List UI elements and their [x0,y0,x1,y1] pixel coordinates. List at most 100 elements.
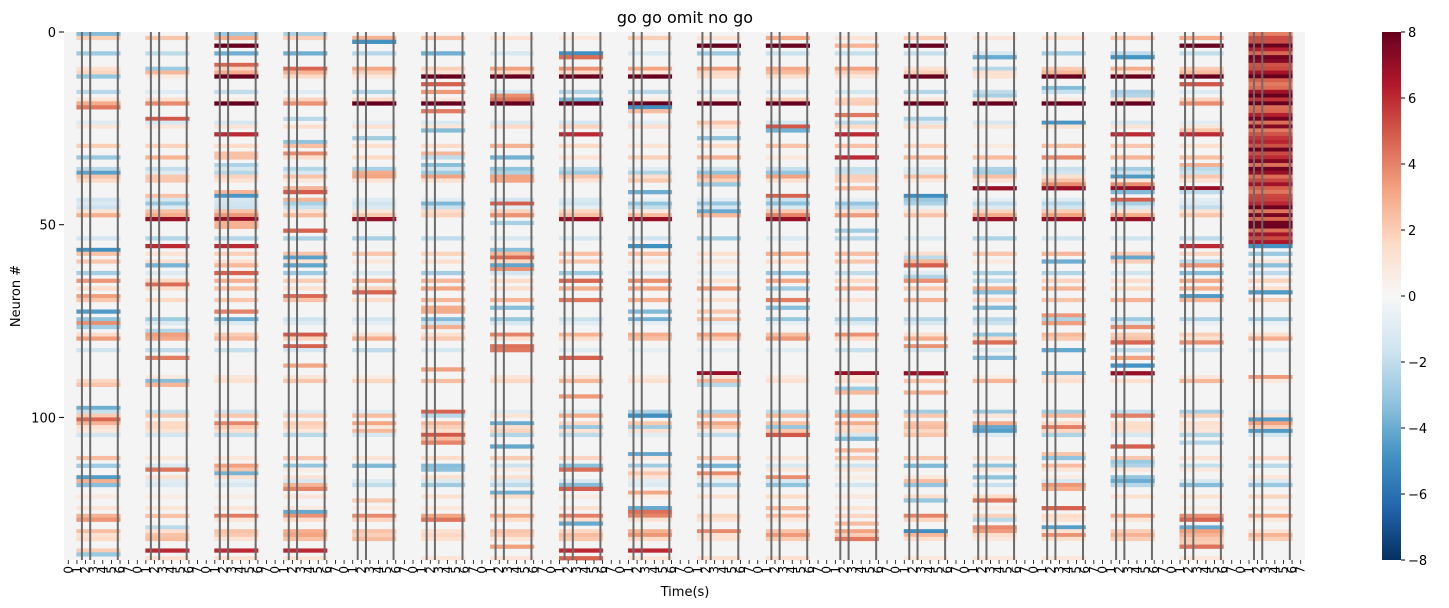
heatmap-cell [1041,348,1086,353]
heatmap-cell [627,101,673,106]
heatmap-cell [145,479,190,484]
heatmap-cell [76,382,121,387]
heatmap-cell [283,155,328,160]
heatmap-cell [696,251,742,256]
heatmap-cell [76,463,121,468]
heatmap-cell [1248,533,1293,538]
heatmap-cell [1248,105,1293,110]
chart-title: go go omit no go [617,8,753,27]
heatmap-cell [834,143,879,149]
heatmap-cell [145,533,190,538]
heatmap-cell [352,209,397,214]
heatmap-cell [627,278,673,283]
heatmap-cell [1041,278,1086,283]
heatmap-cell [972,236,1017,241]
heatmap-cell [145,213,190,218]
heatmap-cell [352,378,397,384]
heatmap-cell [696,336,742,341]
heatmap-cell [834,409,879,414]
heatmap-cell [1110,363,1155,368]
heatmap-cell [1110,236,1155,241]
heatmap-cell [76,432,121,438]
heatmap-cell [559,482,604,488]
colorbar [1382,32,1401,560]
heatmap-cell [214,163,259,168]
x-tick-label: 7 [122,566,136,574]
heatmap-cell [1110,70,1155,75]
heatmap-cell [76,317,121,322]
heatmap-cell [1179,74,1224,79]
heatmap-cell [352,174,397,179]
heatmap-cell [1041,475,1086,480]
heatmap-cell [1110,529,1155,534]
x-tick-label: 2 [285,566,299,574]
heatmap-cell [1110,432,1155,438]
x-tick-label: 0 [406,566,420,574]
heatmap-cell [214,251,259,256]
heatmap-cell [1041,166,1086,172]
heatmap-cell [352,536,397,542]
x-tick-label: 6 [596,566,610,574]
heatmap-cell [352,39,397,44]
heatmap-cell [696,51,742,56]
heatmap-cell [1110,186,1155,191]
heatmap-cell [972,421,1017,426]
heatmap-cell [214,174,259,179]
heatmap-cell [283,201,328,206]
heatmap-cell [76,35,121,41]
heatmap-cell [76,321,121,326]
x-tick-label: 0 [544,566,558,574]
heatmap-cell [834,97,879,102]
heatmap-cell [352,236,397,241]
heatmap-cell [627,413,673,418]
heatmap-cell [834,209,879,214]
heatmap-cell [421,124,466,129]
heatmap-cell [627,178,673,183]
heatmap-cell [76,405,121,411]
heatmap-cell [490,533,535,538]
x-tick-label: 4 [441,566,455,574]
heatmap-cell [214,428,259,434]
heatmap-cell [145,336,190,341]
x-tick-label: 0 [1095,566,1109,574]
heatmap-cell [834,378,879,384]
heatmap-cell [834,494,879,499]
x-tick-label: 6 [1009,566,1023,574]
heatmap-cell [214,259,259,264]
heatmap-cell [421,440,466,445]
heatmap-cell [1179,544,1224,549]
heatmap-cell [834,467,879,472]
heatmap-cell [490,375,535,380]
heatmap-cell [1041,205,1086,210]
heatmap-cell [283,236,328,241]
heatmap-cell [1179,533,1224,538]
heatmap-cell [696,236,742,241]
heatmap-cell [1179,556,1224,561]
heatmap-cell [1110,66,1155,71]
heatmap-cell [1179,340,1224,345]
heatmap-cell [765,216,810,222]
heatmap-cell [214,224,259,229]
x-tick-label: 1 [484,566,498,574]
heatmap-cell [559,336,604,341]
heatmap-cell [490,143,535,149]
heatmap-cell [903,174,948,179]
heatmap-cell [283,32,328,37]
heatmap-cell [490,209,535,214]
heatmap-cell [1041,270,1086,276]
heatmap-cell [1248,97,1293,102]
heatmap-cell [1248,147,1293,152]
heatmap-cell [490,201,535,206]
heatmap-cell [214,132,259,137]
x-tick-label: 0 [61,566,75,574]
heatmap-cell [1041,452,1086,457]
heatmap-cell [283,89,328,95]
heatmap-cell [1248,220,1293,226]
heatmap-cell [490,259,535,264]
heatmap-cell [283,166,328,172]
heatmap-cell [421,236,466,241]
heatmap-cell [765,375,810,380]
heatmap-cell [1179,317,1224,322]
heatmap-cell [765,432,810,438]
colorbar-tick-label: 2 [1408,224,1416,239]
